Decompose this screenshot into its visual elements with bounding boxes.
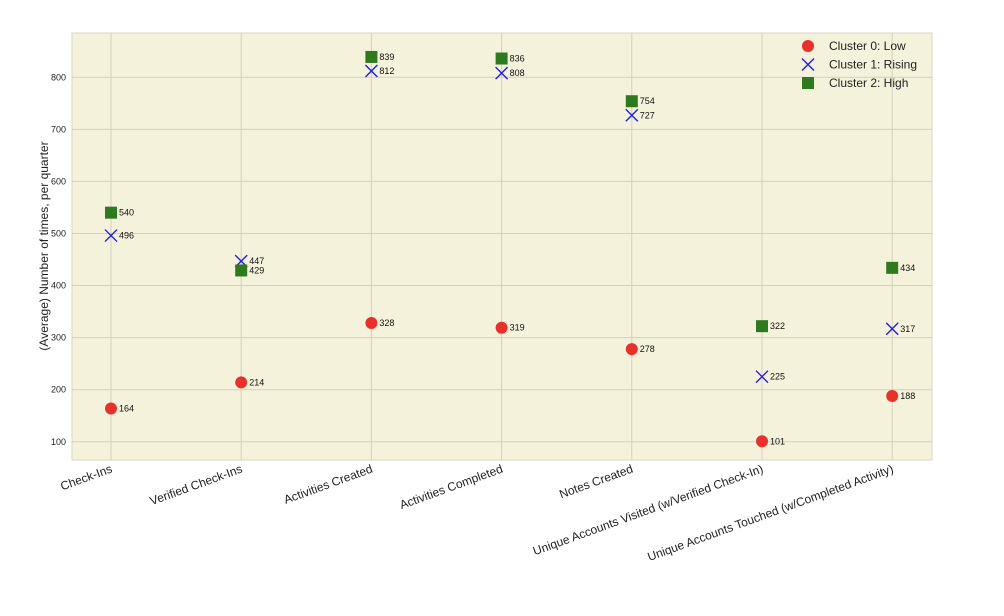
data-value-label: 319	[510, 323, 525, 333]
x-tick-label: Unique Accounts Visited (w/Verified Chec…	[531, 462, 765, 559]
x-tick-label: Unique Accounts Touched (w/Completed Act…	[646, 462, 896, 564]
data-point-square	[365, 50, 378, 63]
data-value-label: 812	[379, 66, 394, 76]
data-value-label: 214	[249, 377, 264, 387]
data-value-label: 317	[900, 324, 915, 334]
data-value-label: 434	[900, 263, 915, 273]
x-tick-label: Activities Completed	[398, 462, 505, 512]
data-point-circle	[105, 402, 117, 415]
data-point-x	[495, 66, 509, 80]
y-axis-label: (Average) Number of times, per quarter	[37, 141, 51, 350]
grid-lines	[72, 33, 932, 460]
data-value-label: 225	[770, 372, 785, 382]
data-point-circle	[235, 376, 248, 389]
data-point-square	[105, 206, 117, 219]
legend: Cluster 0: Low Cluster 1: Rising Cluster 2…	[801, 39, 917, 90]
data-point-square	[756, 320, 768, 333]
x-tick-label: Verified Check-Ins	[148, 462, 244, 508]
data-value-label: 496	[119, 231, 134, 241]
data-value-label: 101	[770, 436, 785, 446]
data-value-label: 808	[510, 68, 525, 78]
legend-label: Cluster 2: High	[829, 76, 908, 90]
data-value-label: 754	[640, 96, 655, 106]
data-value-label: 727	[640, 110, 655, 120]
y-tick-label: 200	[51, 385, 66, 395]
legend-marker-square	[802, 77, 814, 89]
data-point-square	[886, 261, 899, 274]
data-points: 164 214 328 319 278 101 188 496 447 812 808 727 225 3…	[104, 50, 915, 448]
data-point-circle	[756, 435, 768, 448]
data-point-x	[755, 370, 769, 384]
data-point-x	[364, 64, 378, 78]
data-value-label: 328	[379, 318, 394, 328]
y-tick-label: 400	[51, 281, 66, 291]
data-value-label: 839	[379, 52, 394, 62]
data-point-circle	[625, 343, 638, 356]
data-point-square	[495, 52, 508, 65]
x-axis-ticks: Check-Ins Verified Check-Ins Activities Cr…	[58, 462, 895, 564]
data-point-square	[625, 95, 638, 108]
x-tick-label: Activities Created	[282, 462, 375, 507]
data-value-label: 447	[249, 256, 264, 266]
data-value-label: 188	[900, 391, 915, 401]
legend-marker-x	[801, 58, 815, 71]
y-tick-label: 600	[51, 176, 66, 186]
data-value-label: 278	[640, 344, 655, 354]
data-value-label: 429	[249, 265, 264, 275]
data-value-label: 836	[510, 54, 525, 64]
x-tick-label: Notes Created	[557, 462, 634, 502]
data-value-label: 164	[119, 403, 134, 413]
data-point-square	[235, 264, 248, 277]
data-point-circle	[886, 389, 899, 402]
legend-label: Cluster 0: Low	[829, 39, 906, 53]
y-tick-label: 300	[51, 333, 66, 343]
x-tick-label: Check-Ins	[58, 462, 114, 494]
data-point-circle	[495, 321, 508, 334]
y-tick-label: 500	[51, 228, 66, 238]
data-point-x	[885, 322, 899, 336]
legend-marker-circle	[802, 40, 814, 52]
data-value-label: 540	[119, 208, 134, 218]
data-point-x	[625, 108, 639, 122]
y-axis-ticks: 100 200 300 400 500 600 700 800	[51, 72, 66, 447]
y-tick-label: 800	[51, 72, 66, 82]
data-point-circle	[365, 317, 378, 330]
legend-label: Cluster 1: Rising	[829, 58, 917, 72]
y-tick-label: 100	[51, 437, 66, 447]
data-value-label: 322	[770, 321, 785, 331]
data-point-x	[104, 229, 118, 243]
y-tick-label: 700	[51, 124, 66, 134]
